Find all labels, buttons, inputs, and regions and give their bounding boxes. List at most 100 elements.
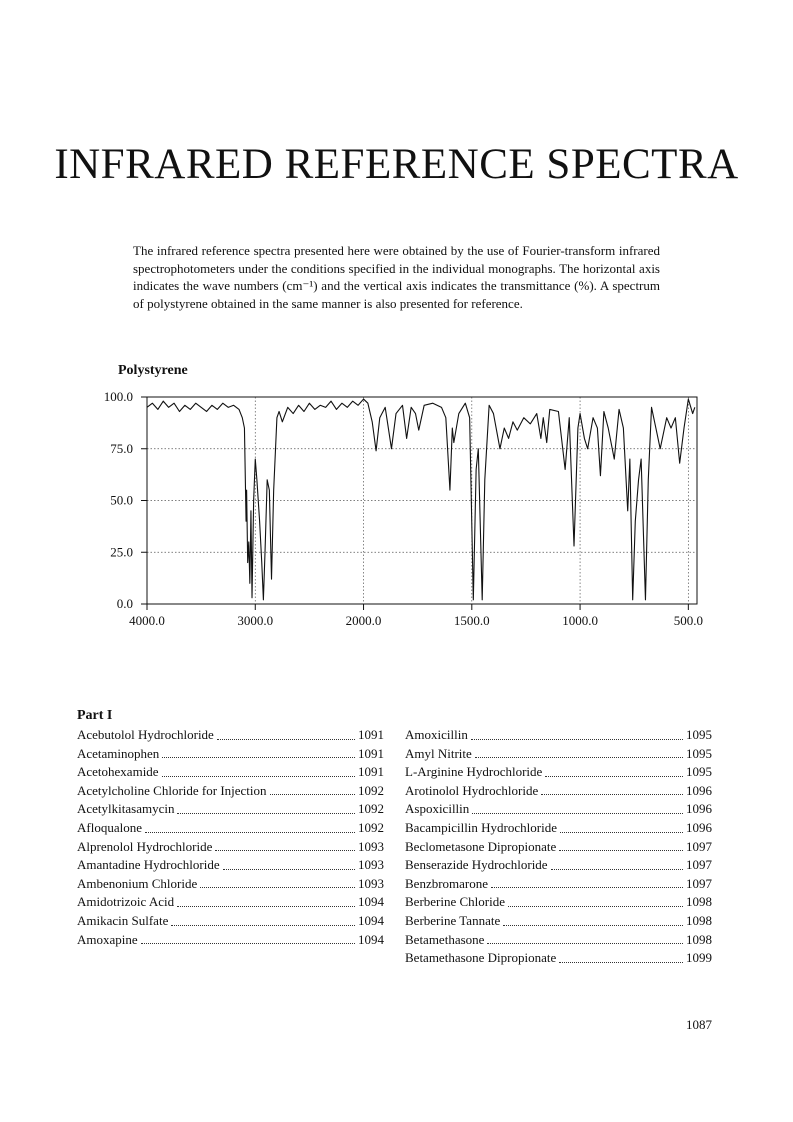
entry-page: 1097	[686, 838, 712, 854]
index-entry: Amikacin Sulfate 1094	[77, 912, 384, 931]
dot-leader	[487, 931, 683, 945]
index-entry: Amyl Nitrite 1095	[405, 745, 712, 764]
entry-page: 1091	[358, 764, 384, 780]
dot-leader	[474, 745, 683, 759]
entry-name: Acebutolol Hydrochloride	[77, 727, 214, 742]
entry-page: 1098	[686, 912, 712, 928]
page-number: 1087	[686, 1017, 712, 1032]
index-entry: Ambenonium Chloride 1093	[77, 875, 384, 894]
chart-title: Polystyrene	[118, 363, 188, 378]
entry-page: 1094	[358, 894, 384, 910]
index-entry: Betamethasone Dipropionate 1099	[405, 949, 712, 968]
dot-leader	[177, 800, 355, 814]
dot-leader	[222, 856, 355, 870]
entry-page: 1097	[686, 857, 712, 873]
plot-frame	[146, 396, 698, 605]
entry-page: 1092	[358, 782, 384, 798]
x-tick-label: 1000.0	[562, 613, 598, 628]
y-tick-label: 25.0	[110, 544, 133, 559]
entry-page: 1092	[358, 801, 384, 817]
index-entry: Afloqualone 1092	[77, 819, 384, 838]
entry-page: 1092	[358, 819, 384, 835]
index-entry: Berberine Tannate 1098	[405, 912, 712, 931]
entry-name: Amoxicillin	[405, 727, 468, 742]
index-entry: Benserazide Hydrochloride 1097	[405, 856, 712, 875]
y-tick-label: 100.0	[104, 389, 133, 404]
spacer	[405, 706, 712, 726]
page-title: INFRARED REFERENCE SPECTRA	[54, 141, 739, 188]
y-tick-label: 50.0	[110, 493, 133, 508]
dot-leader	[491, 875, 683, 889]
dot-leader	[200, 875, 355, 889]
entry-name: Acetaminophen	[77, 745, 160, 761]
x-tick-label: 3000.0	[237, 613, 273, 628]
dot-leader	[162, 745, 355, 759]
index-heading: Part I	[77, 708, 113, 723]
entry-page: 1096	[686, 801, 712, 817]
index-entry: Amidotrizoic Acid 1094	[77, 893, 384, 912]
index-entry: Berberine Chloride 1098	[405, 893, 712, 912]
entry-name: Betamethasone Dipropionate	[405, 950, 557, 966]
entry-name: Amoxapine	[77, 931, 138, 947]
index-entry: Betamethasone 1098	[405, 931, 712, 950]
entry-page: 1097	[686, 875, 712, 891]
entry-page: 1091	[358, 727, 384, 742]
dot-leader	[503, 912, 683, 926]
index-entry: Amoxapine 1094	[77, 931, 384, 950]
index-left-column: Part I Acebutolol Hydrochloride 1091 Aceta…	[77, 706, 384, 949]
entry-name: Amantadine Hydrochloride	[77, 857, 220, 873]
dot-leader	[559, 819, 683, 833]
dot-leader	[140, 931, 355, 945]
entry-page: 1095	[686, 727, 712, 742]
dot-leader	[470, 726, 683, 740]
entry-page: 1095	[686, 764, 712, 780]
entry-name: Acetylkitasamycin	[77, 801, 175, 817]
intro-paragraph: The infrared reference spectra presented…	[133, 243, 660, 311]
index-entry: Amantadine Hydrochloride 1093	[77, 856, 384, 875]
entry-page: 1091	[358, 745, 384, 761]
dot-leader	[215, 838, 355, 852]
entry-page: 1093	[358, 875, 384, 891]
entry-name: Acetohexamide	[77, 764, 159, 780]
dot-leader	[559, 838, 683, 852]
entry-page: 1094	[358, 931, 384, 947]
entry-page: 1098	[686, 894, 712, 910]
entry-name: Benzbromarone	[405, 875, 489, 891]
spectrum-line	[146, 398, 696, 601]
index-entry: Acetylkitasamycin 1092	[77, 800, 384, 819]
dot-leader	[171, 912, 355, 926]
spectrum-chart: Polystyrene 0.0 25.0 50.0 75.0 100.0 4000.0 30…	[104, 363, 703, 628]
entry-page: 1093	[358, 838, 384, 854]
index-entry: Acebutolol Hydrochloride 1091	[77, 726, 384, 745]
entry-page: 1099	[686, 950, 712, 966]
entry-name: Aspoxicillin	[405, 801, 470, 817]
dot-leader	[216, 726, 355, 740]
entry-page: 1096	[686, 782, 712, 798]
entry-name: Amyl Nitrite	[405, 745, 472, 761]
entry-name: Amikacin Sulfate	[77, 912, 169, 928]
entry-page: 1096	[686, 819, 712, 835]
entry-name: Amidotrizoic Acid	[77, 894, 175, 910]
entry-name: Berberine Chloride	[405, 894, 505, 910]
index-entry: Alprenolol Hydrochloride 1093	[77, 838, 384, 857]
entry-name: Betamethasone	[405, 931, 485, 947]
dot-leader	[545, 763, 683, 777]
index-entry: Aspoxicillin 1096	[405, 800, 712, 819]
entry-name: Beclometasone Dipropionate	[405, 838, 557, 854]
entry-name: Arotinolol Hydrochloride	[405, 782, 539, 798]
index-right-column: Amoxicillin 1095 Amyl Nitrite 1095 L-Arginin…	[405, 706, 712, 968]
entry-name: Ambenonium Chloride	[77, 875, 198, 891]
dot-leader	[508, 893, 683, 907]
dot-leader	[472, 800, 683, 814]
entry-name: Berberine Tannate	[405, 912, 501, 928]
index-entry: Arotinolol Hydrochloride 1096	[405, 782, 712, 801]
dot-leader	[541, 782, 683, 796]
index-entry: L-Arginine Hydrochloride 1095	[405, 763, 712, 782]
entry-name: Benserazide Hydrochloride	[405, 857, 548, 873]
entry-name: Alprenolol Hydrochloride	[77, 838, 213, 854]
x-tick-label: 1500.0	[454, 613, 490, 628]
entry-page: 1095	[686, 745, 712, 761]
dot-leader	[144, 819, 355, 833]
dot-leader	[550, 856, 683, 870]
